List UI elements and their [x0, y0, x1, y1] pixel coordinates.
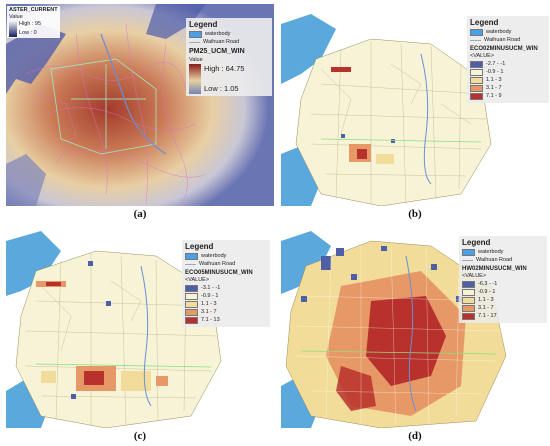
map-panel-c: Legend waterbody Waihuan Road ECO05MINUS… [6, 226, 274, 428]
waterbody-label: waterbody [205, 31, 231, 38]
difference-map-d [281, 226, 549, 428]
road-label: Waihuan Road [203, 39, 240, 45]
caption-c: (c) [133, 430, 147, 442]
legend-d: Legend waterbody Waihuan Road HW02MINUSU… [459, 236, 547, 324]
class-label: -6.3 - -1 [478, 281, 498, 288]
caption-d: (d) [408, 430, 422, 442]
class-label: 1.1 - 3 [201, 301, 217, 308]
class-label: -0.9 - 1 [486, 69, 504, 76]
class-swatch [462, 313, 475, 321]
class-swatch [185, 293, 198, 301]
class-swatch [470, 69, 483, 77]
legend-b: Legend waterbody Waihuan Road ECO02MINUS… [467, 16, 549, 104]
caption-a: (a) [133, 208, 147, 220]
inset-legend-high: High : 95 [19, 21, 42, 28]
class-swatch [462, 289, 475, 297]
legend-low: Low : 1.05 [204, 84, 239, 94]
waterbody-label: waterbody [201, 253, 227, 260]
caption-b: (b) [408, 208, 422, 220]
value-label: <VALUE> [462, 273, 487, 280]
waterbody-swatch [185, 253, 198, 260]
class-swatch [185, 317, 198, 325]
legend-title: Legend [462, 238, 491, 247]
legend-title: Legend [189, 20, 218, 29]
map-panel-d: Legend waterbody Waihuan Road HW02MINUSU… [281, 226, 549, 428]
road-label: Waihuan Road [476, 257, 513, 263]
legend-high: High : 64.75 [204, 63, 245, 73]
waterbody-label: waterbody [486, 29, 512, 36]
road-swatch [462, 259, 473, 261]
road-swatch [470, 39, 481, 41]
waterbody-swatch [470, 29, 483, 36]
legend-a: Legend waterbody Waihuan Road PM25_UCM_W… [186, 18, 272, 96]
waterbody-label: waterbody [478, 249, 504, 256]
legend-title: Legend [470, 18, 499, 27]
road-label: Waihuan Road [199, 261, 236, 267]
class-label: 3.1 - 7 [201, 309, 217, 316]
road-swatch [189, 41, 200, 43]
class-swatch [470, 61, 483, 69]
color-ramp [189, 63, 201, 94]
legend-title: Legend [185, 242, 214, 251]
class-label: 1.1 - 3 [486, 77, 502, 84]
class-swatch [470, 93, 483, 101]
road-swatch [185, 263, 196, 265]
class-label: -0.9 - 1 [201, 293, 219, 300]
class-swatch [470, 85, 483, 93]
layer-name: HW02MINUSUCM_WIN [462, 265, 527, 272]
inset-legend-title: ASTER_CURRENT [9, 7, 58, 13]
inset-legend-a: ASTER_CURRENT Value High : 95 Low : 0 [7, 6, 60, 39]
layer-name: PM25_UCM_WIN [189, 47, 245, 55]
layer-name: ECO05MINUSUCM_WIN [185, 269, 253, 276]
waterbody-swatch [189, 31, 202, 38]
class-swatch [462, 305, 475, 313]
value-label: <VALUE> [470, 53, 495, 60]
map-panel-b: Legend waterbody Waihuan Road ECO02MINUS… [281, 4, 549, 206]
map-panel-a: ASTER_CURRENT Value High : 95 Low : 0 Le… [6, 4, 274, 206]
inset-legend-value-label: Value [9, 14, 23, 21]
inset-legend-low: Low : 0 [19, 30, 37, 37]
class-label: 3.1 - 7 [478, 305, 494, 312]
class-label: 3.1 - 7 [486, 85, 502, 92]
class-label: -2.7 - -1 [486, 61, 506, 68]
class-label: -3.1 - -1 [201, 285, 221, 292]
class-label: 7.1 - 17 [478, 313, 497, 320]
class-swatch [462, 281, 475, 289]
class-label: 7.1 - 9 [486, 93, 502, 100]
class-swatch [185, 301, 198, 309]
value-label: <VALUE> [185, 277, 210, 284]
inset-color-ramp [9, 21, 17, 38]
class-label: -0.9 - 1 [478, 289, 496, 296]
class-label: 7.1 - 13 [201, 317, 220, 324]
class-swatch [185, 309, 198, 317]
value-label: Value [189, 56, 203, 63]
legend-c: Legend waterbody Waihuan Road ECO05MINUS… [182, 240, 270, 328]
class-swatch [470, 77, 483, 85]
waterbody-swatch [462, 249, 475, 256]
road-label: Waihuan Road [484, 37, 521, 43]
layer-name: ECO02MINUSUCM_WIN [470, 45, 538, 52]
class-label: 1.1 - 3 [478, 297, 494, 304]
class-swatch [462, 297, 475, 305]
class-swatch [185, 285, 198, 293]
